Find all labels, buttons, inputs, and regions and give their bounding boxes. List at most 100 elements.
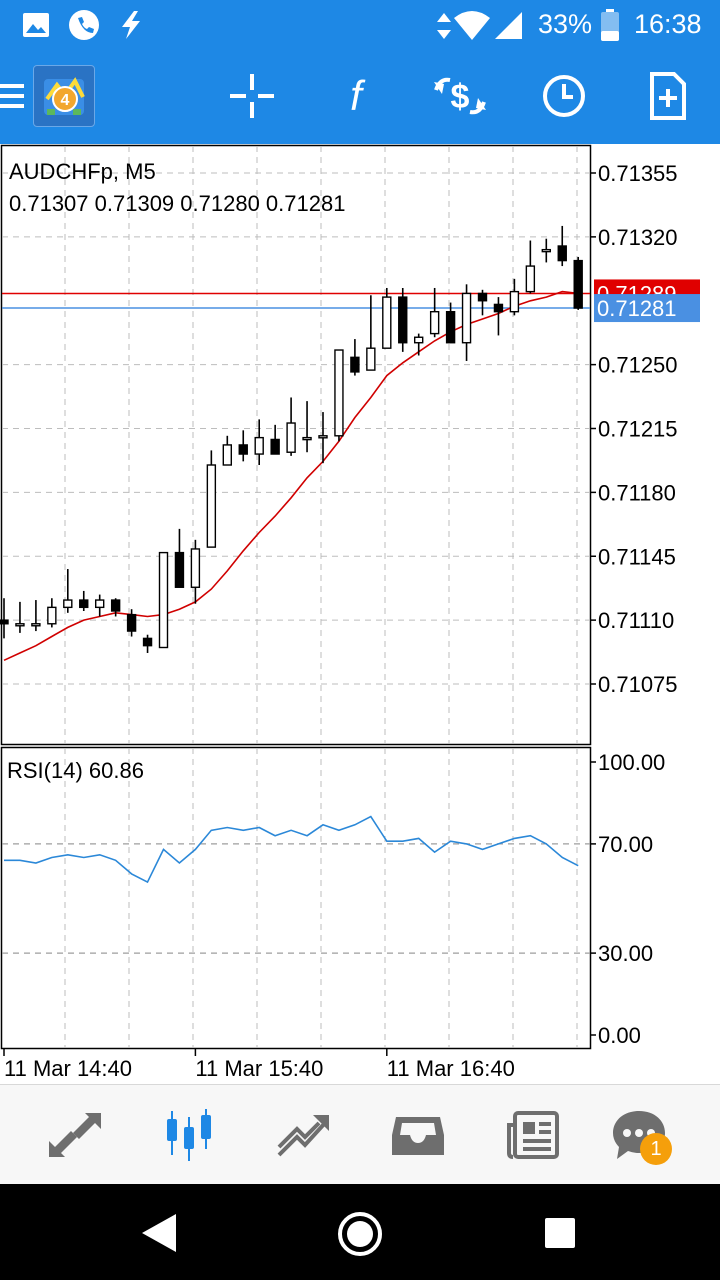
candle (477, 289, 488, 316)
trade-icon (277, 1115, 329, 1157)
candle-body-bull (31, 623, 41, 627)
candle (541, 238, 551, 263)
recents-icon[interactable] (543, 1216, 577, 1250)
candle-body-bull (366, 347, 376, 371)
candle (461, 284, 472, 361)
candle (573, 256, 583, 310)
metatrader-logo-button[interactable]: 4 (33, 65, 95, 127)
candle-body-bear (110, 599, 121, 612)
data-arrows-icon (437, 13, 451, 39)
new-order-icon (650, 72, 686, 120)
candle (31, 600, 41, 632)
candle (445, 302, 456, 344)
candle (318, 412, 328, 464)
nav-news[interactable] (498, 1103, 568, 1167)
candle-body-bull (414, 336, 424, 344)
x-axis-ticks: 11 Mar 14:40 11 Mar 15:40 11 Mar 16:40 (3, 1048, 515, 1081)
candle-body-bull (206, 464, 217, 548)
nav-chart[interactable] (154, 1103, 224, 1167)
nav-quotes[interactable] (40, 1103, 110, 1167)
candle (79, 590, 89, 611)
candle-body-bull (461, 292, 472, 344)
system-navigation (0, 1184, 720, 1280)
candle (94, 594, 105, 617)
rsi-tick-label: 70.00 (598, 832, 653, 857)
moving-average (3, 290, 579, 662)
candle-body-bull (382, 296, 392, 349)
candle (366, 295, 376, 371)
svg-text:4: 4 (61, 92, 70, 109)
candle-body-bear (0, 619, 9, 625)
candle (238, 430, 248, 462)
status-bar: 33% 16:38 (0, 0, 720, 50)
candles (0, 225, 583, 653)
battery-icon (601, 9, 619, 41)
indicators-button[interactable]: f (324, 64, 388, 128)
wifi-icon (454, 11, 490, 40)
metatrader-logo-icon: 4 (44, 77, 85, 115)
candle-body-bear (573, 259, 583, 309)
nav-history[interactable] (383, 1103, 453, 1167)
back-icon[interactable] (138, 1212, 180, 1254)
candle-body-bear (477, 292, 488, 302)
rsi-line (4, 815, 579, 884)
timeframe-button[interactable] (532, 64, 596, 128)
candle-body-bull (190, 548, 201, 588)
candle (63, 569, 73, 613)
new-order-button[interactable] (636, 64, 700, 128)
x-tick-label: 11 Mar 15:40 (195, 1056, 323, 1081)
candle-body-bull (509, 290, 520, 313)
candle (286, 397, 296, 456)
symbol-change-button[interactable]: $ (428, 64, 492, 128)
candle (493, 297, 504, 336)
news-icon (507, 1111, 559, 1159)
crosshair-button[interactable] (220, 64, 284, 128)
symbol-label: AUDCHFp, M5 (9, 159, 156, 184)
candle (334, 349, 344, 442)
rsi-chart-frame (0, 746, 592, 1050)
candle (429, 287, 440, 338)
candle (398, 287, 408, 352)
candle (142, 634, 153, 653)
candle (0, 598, 9, 639)
candle-body-bull (47, 606, 57, 625)
candle (302, 401, 312, 453)
bottom-navigation (0, 1084, 720, 1184)
menu-button[interactable] (0, 64, 30, 128)
rsi-indicator (4, 815, 579, 884)
candle-body-bull (429, 310, 440, 335)
symbol-change-icon: $ (434, 77, 486, 116)
rsi-tick-label: 100.00 (598, 750, 665, 775)
quotes-icon (49, 1113, 101, 1157)
nav-trade[interactable] (268, 1103, 338, 1167)
y-tick-label: 0.71180 (598, 480, 676, 505)
candle-body-bull (318, 435, 328, 439)
signal-icon (495, 12, 522, 39)
candle (270, 424, 280, 455)
candle-body-bear (270, 438, 280, 455)
candle-body-bull (286, 422, 296, 453)
candle-body-bear (142, 637, 153, 647)
x-tick-label: 11 Mar 14:40 (4, 1056, 132, 1081)
chart-area[interactable]: 0.71289 0.71281 0.71355 0.71320 0.71250 0.71… (0, 144, 720, 1084)
flash-icon (122, 11, 140, 39)
candle-body-bear (493, 303, 504, 313)
y-tick-label: 0.71075 (598, 672, 678, 697)
candle-body-bull (94, 599, 105, 609)
candle (414, 333, 424, 356)
grid (2, 146, 590, 1048)
rsi-label: RSI(14) 60.86 (7, 758, 144, 783)
candle (126, 609, 137, 637)
y-axis-ticks: 0.71355 0.71320 0.71250 0.71215 0.71180 0.711… (590, 161, 678, 1048)
candle-body-bear (126, 613, 137, 632)
y-tick-label: 0.71250 (598, 353, 678, 378)
candle-body-bear (557, 245, 567, 262)
candle-body-bull (302, 436, 312, 441)
candle-body-bull (158, 551, 169, 649)
candle-body-bull (63, 599, 73, 609)
home-icon[interactable] (336, 1210, 384, 1258)
svg-text:$: $ (451, 78, 470, 116)
rsi-tick-label: 0.00 (598, 1023, 641, 1048)
candle-body-bear (398, 296, 408, 344)
